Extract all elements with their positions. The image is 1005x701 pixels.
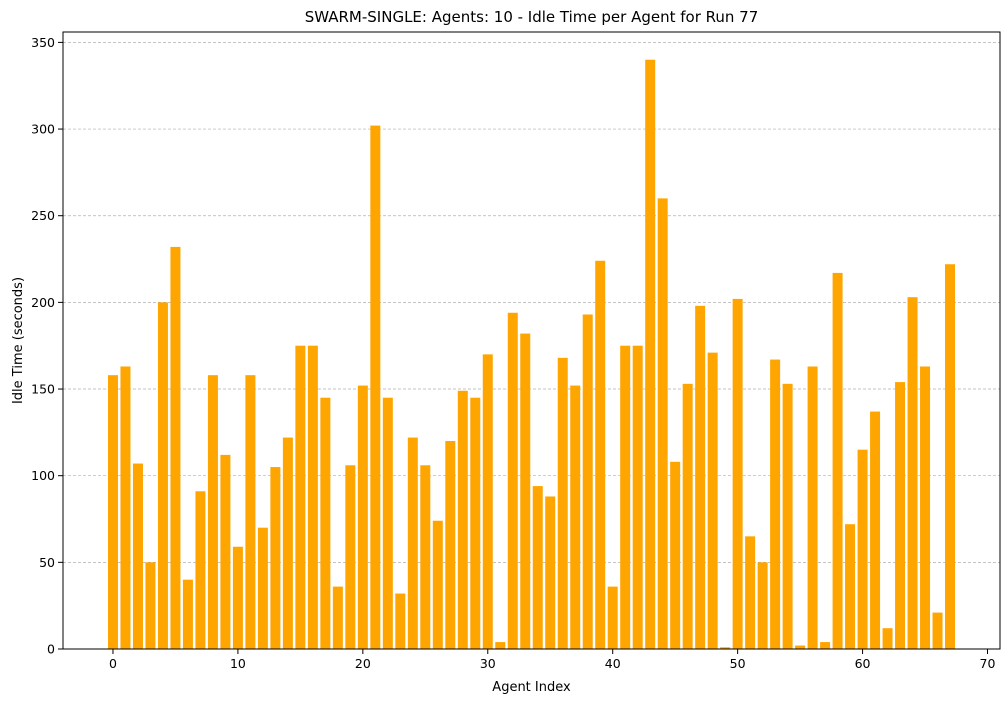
y-axis-label: Idle Time (seconds): [11, 277, 26, 404]
bar: [307, 345, 318, 649]
bar: [195, 491, 206, 649]
bar: [445, 441, 456, 649]
bar: [557, 357, 568, 649]
bar: [645, 59, 656, 649]
bar: [157, 302, 168, 649]
bar: [857, 449, 868, 649]
bar: [457, 390, 468, 649]
bar: [257, 527, 268, 649]
bar: [182, 579, 193, 649]
bar: [795, 645, 806, 649]
bar: [220, 454, 231, 649]
bar: [282, 437, 293, 649]
bar: [632, 345, 643, 649]
bar: [407, 437, 418, 649]
gridlines: [63, 42, 1000, 563]
bar: [470, 397, 481, 649]
bar: [232, 546, 243, 649]
bar: [707, 352, 718, 649]
bars: [107, 59, 956, 650]
bar: [745, 536, 756, 649]
plot-frame: [62, 31, 1001, 650]
bar: [920, 366, 931, 649]
x-tick-label: 20: [355, 656, 371, 671]
bar: [432, 520, 443, 649]
y-axis-ticks: 0 50 100 150 200 250 300 350: [31, 35, 63, 657]
bar: [907, 297, 918, 649]
bar: [120, 366, 131, 649]
y-tick-label: 50: [39, 555, 55, 570]
bar: [757, 562, 768, 649]
x-tick-label: 60: [855, 656, 871, 671]
bar: [595, 260, 606, 649]
x-tick-label: 0: [109, 656, 117, 671]
bar: [420, 465, 431, 649]
bar: [620, 345, 631, 649]
x-tick-label: 50: [730, 656, 746, 671]
x-axis-ticks: 0 10 20 30 40 50 60 70: [109, 649, 996, 671]
y-tick-label: 200: [31, 295, 55, 310]
bar: [207, 375, 218, 649]
x-tick-label: 10: [230, 656, 246, 671]
bar: [870, 411, 881, 649]
y-tick-label: 350: [31, 35, 55, 50]
x-tick-label: 70: [980, 656, 996, 671]
bar: [507, 312, 518, 649]
bar: [482, 354, 493, 649]
x-tick-label: 30: [480, 656, 496, 671]
bar: [682, 383, 693, 649]
y-tick-label: 150: [31, 382, 55, 397]
y-tick-label: 100: [31, 468, 55, 483]
bar: [132, 463, 143, 649]
bar: [657, 198, 668, 649]
bar: [107, 375, 118, 649]
x-axis-label: Agent Index: [492, 680, 571, 695]
bar: [932, 612, 943, 649]
bar: [357, 385, 368, 649]
bar: [495, 642, 506, 649]
y-tick-label: 0: [47, 642, 55, 657]
bar: [945, 264, 956, 649]
bar: [345, 465, 356, 649]
bar: [382, 397, 393, 649]
bar: [332, 586, 343, 649]
bar: [607, 586, 618, 649]
bar: [570, 385, 581, 649]
chart-title: SWARM-SINGLE: Agents: 10 - Idle Time per…: [305, 8, 759, 26]
bar: [782, 383, 793, 649]
bar: [170, 246, 181, 650]
bar: [882, 628, 893, 649]
bar: [295, 345, 306, 649]
x-tick-label: 40: [605, 656, 621, 671]
bar: [720, 647, 731, 649]
bar: [582, 314, 593, 649]
bar: [245, 375, 256, 649]
bar: [895, 382, 906, 649]
bar: [695, 305, 706, 649]
bar: [532, 486, 543, 649]
bar: [370, 125, 381, 649]
bar: [145, 562, 156, 649]
bar: [320, 397, 331, 649]
bar: [732, 298, 743, 649]
bar: [520, 333, 531, 649]
bar: [845, 524, 856, 649]
bar: [395, 593, 406, 649]
bar: [820, 642, 831, 649]
bar: [770, 359, 781, 649]
bar: [270, 467, 281, 649]
bar: [832, 272, 843, 649]
bar: [545, 496, 556, 649]
bar: [807, 366, 818, 649]
y-tick-label: 250: [31, 208, 55, 223]
y-tick-label: 300: [31, 122, 55, 137]
bar: [670, 461, 681, 649]
